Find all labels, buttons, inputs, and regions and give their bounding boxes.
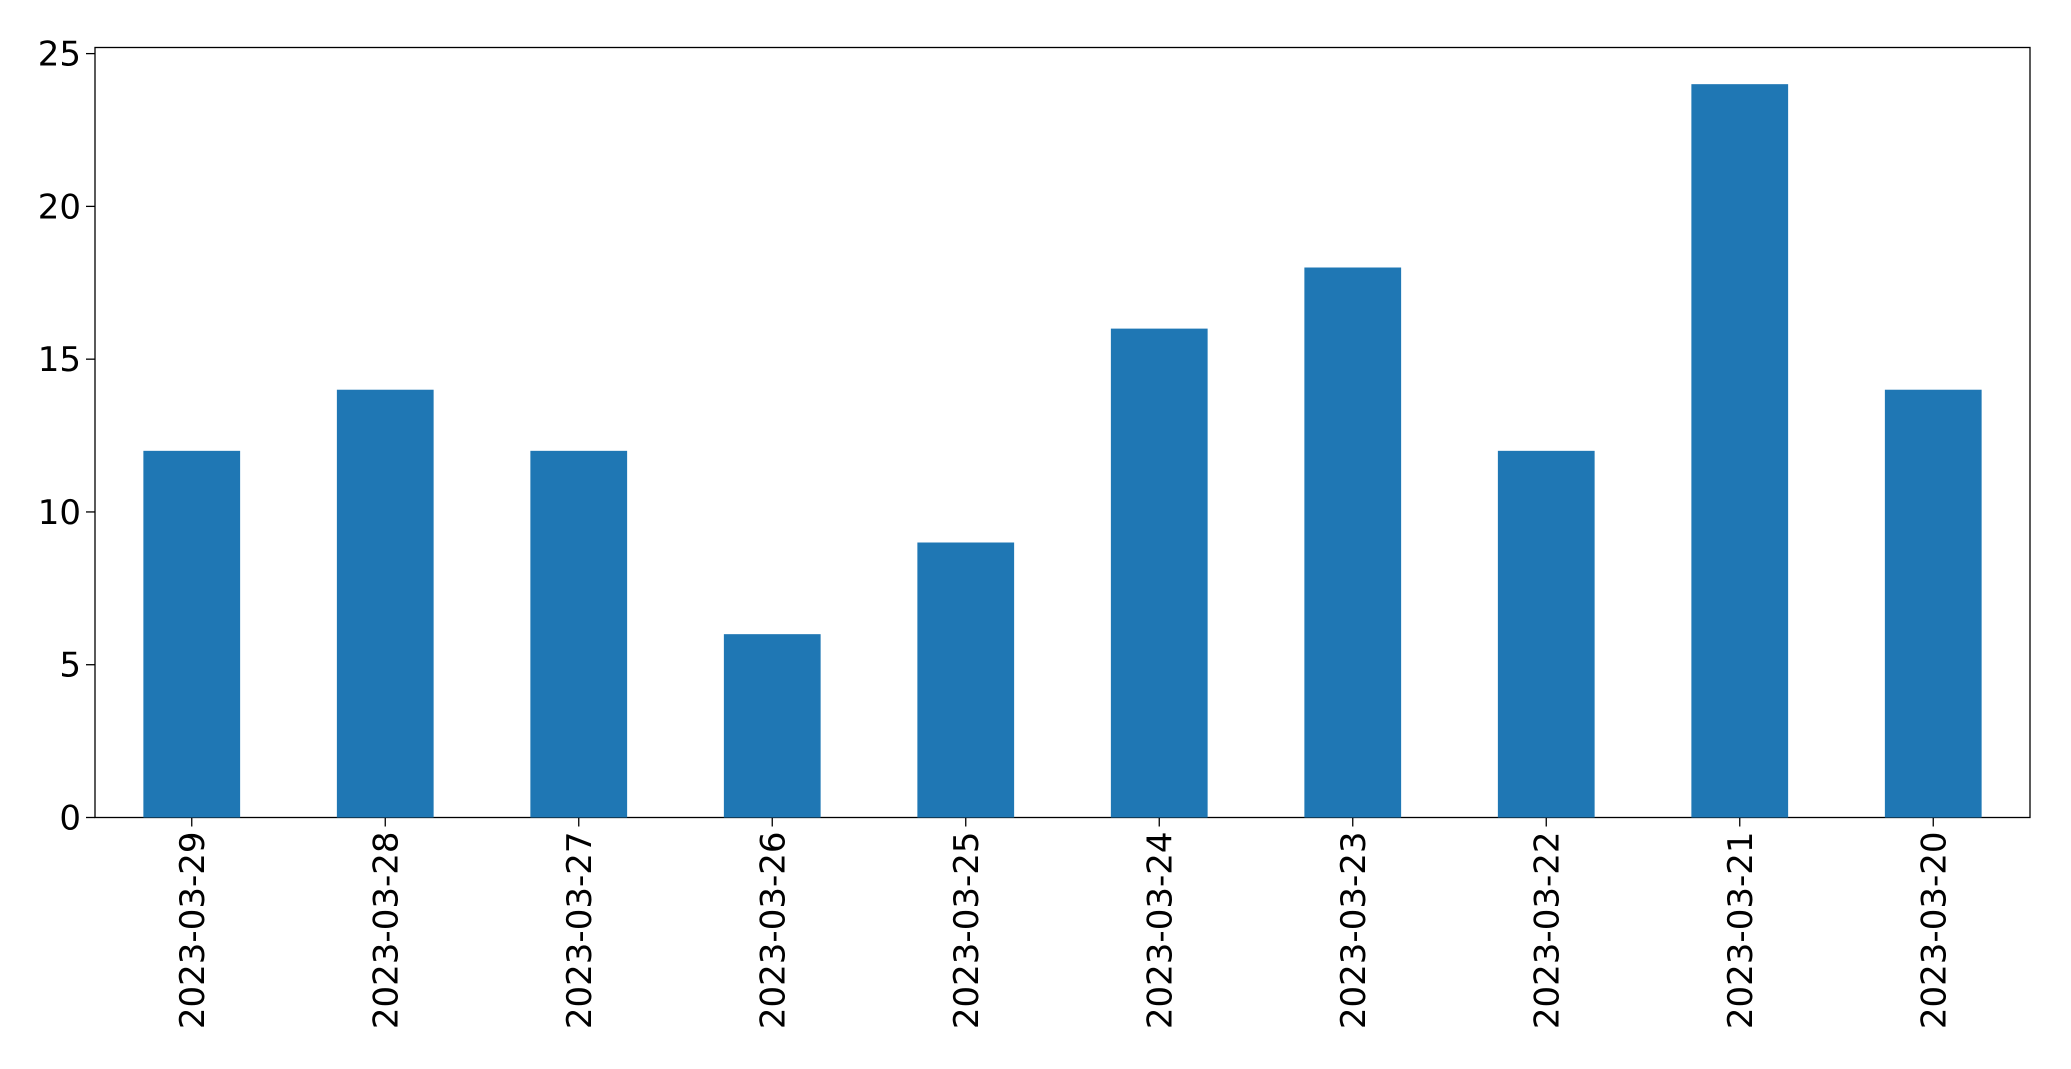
x-tick-label: 2023-03-21 [1721,832,1761,1030]
bar [1884,389,1982,818]
bar [1497,450,1595,818]
y-tick-label: 15 [38,340,81,380]
bar [1691,84,1789,818]
x-tick-label: 2023-03-26 [753,832,793,1030]
x-tick-label: 2023-03-29 [173,832,213,1030]
bar [336,389,434,818]
bar [1304,267,1402,818]
bar [723,634,821,818]
y-tick-label: 0 [59,799,81,839]
x-tick-label: 2023-03-25 [947,832,987,1030]
y-tick-label: 10 [38,493,81,533]
bar [530,450,628,818]
plot-frame [94,46,2031,819]
bar [143,450,241,818]
x-tick-label: 2023-03-28 [366,832,406,1030]
x-tick-label: 2023-03-24 [1140,832,1180,1030]
x-tick-label: 2023-03-27 [560,832,600,1030]
x-tick-label: 2023-03-23 [1334,832,1374,1030]
x-tick-label: 2023-03-20 [1914,832,1954,1030]
y-tick-label: 5 [59,646,81,686]
bar [1110,328,1208,818]
y-tick-label: 25 [38,35,81,75]
y-tick-label: 20 [38,187,81,227]
bar [917,542,1015,818]
x-tick-label: 2023-03-22 [1527,832,1567,1030]
